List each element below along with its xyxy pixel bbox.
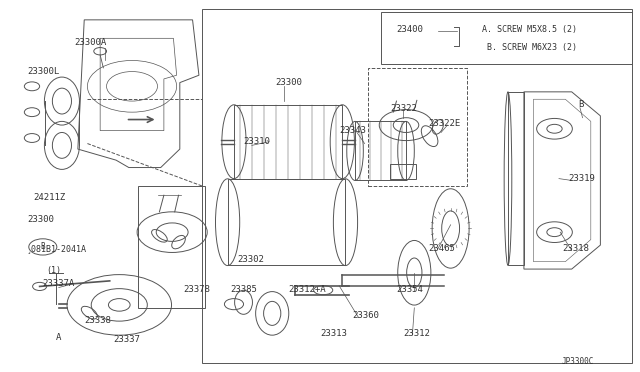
Text: 23319: 23319 [568, 174, 595, 183]
Text: B. SCREW M6X23 (2): B. SCREW M6X23 (2) [487, 43, 577, 52]
Text: 23312+A: 23312+A [288, 285, 326, 294]
Text: 23300: 23300 [27, 215, 54, 224]
Text: 23354: 23354 [396, 285, 423, 294]
Text: 23343: 23343 [339, 126, 366, 135]
Text: A: A [56, 333, 61, 342]
Text: B: B [40, 243, 45, 251]
Text: 23302: 23302 [237, 255, 264, 264]
Text: 23310: 23310 [244, 137, 271, 146]
Text: 23318: 23318 [562, 244, 589, 253]
Text: 23465: 23465 [428, 244, 455, 253]
Text: 23312: 23312 [403, 329, 429, 338]
Text: 23378: 23378 [183, 285, 210, 294]
Text: 23300L: 23300L [27, 67, 59, 76]
Text: 23322: 23322 [390, 104, 417, 113]
Text: 23313: 23313 [320, 329, 347, 338]
Text: 23400: 23400 [396, 25, 423, 33]
Text: JP3300C: JP3300C [562, 357, 595, 366]
Text: 23322E: 23322E [428, 119, 461, 128]
Text: B: B [578, 100, 584, 109]
Text: 23338: 23338 [84, 316, 111, 325]
Text: 23360: 23360 [352, 311, 379, 320]
Text: (1): (1) [46, 266, 61, 275]
Text: 23337: 23337 [113, 335, 140, 344]
Text: 23300A: 23300A [75, 38, 107, 46]
Text: 23385: 23385 [231, 285, 258, 294]
Text: 23337A: 23337A [43, 279, 75, 288]
Text: 24211Z: 24211Z [33, 193, 65, 202]
Text: 23300: 23300 [275, 78, 302, 87]
Text: A. SCREW M5X8.5 (2): A. SCREW M5X8.5 (2) [483, 25, 577, 33]
Text: ¸081B1-2041A: ¸081B1-2041A [27, 244, 87, 253]
